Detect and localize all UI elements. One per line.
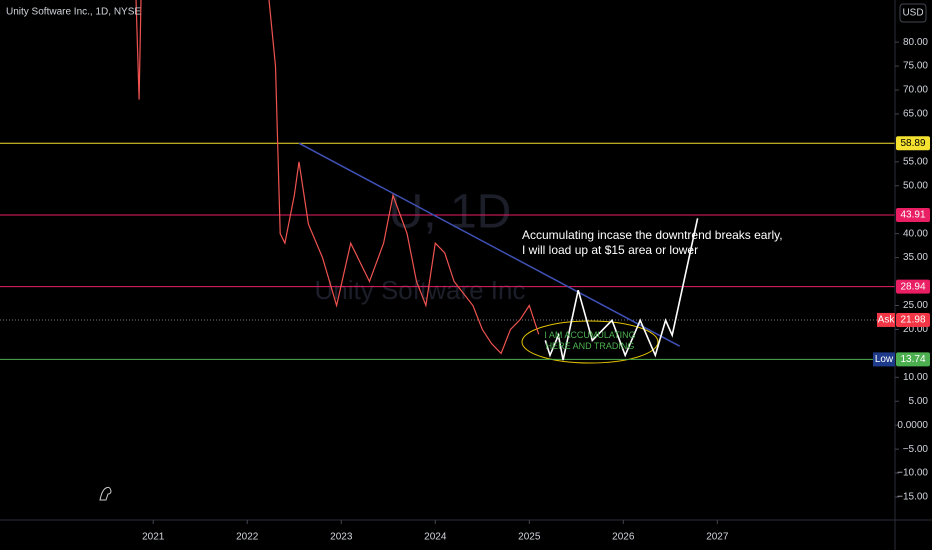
logo bbox=[99, 486, 112, 501]
level-label-bg bbox=[896, 136, 930, 151]
x-tick-label: 2025 bbox=[518, 532, 541, 543]
watermark: U, 1D bbox=[389, 186, 512, 239]
y-tick-label: 35.00 bbox=[903, 252, 928, 263]
level-label: 58.89 bbox=[900, 138, 925, 149]
x-tick-label: 2026 bbox=[612, 532, 635, 543]
y-tick-label: 20.00 bbox=[903, 324, 928, 335]
y-tick-label: −5.00 bbox=[903, 444, 929, 455]
x-tick-label: 2024 bbox=[424, 532, 447, 543]
plot-area: U, 1D Unity Software Inc I AM ACCUMULATI… bbox=[0, 0, 895, 364]
accumulation-zone bbox=[521, 320, 659, 364]
y-tick-label: 55.00 bbox=[903, 156, 928, 167]
y-tick-label: 0.0000 bbox=[897, 420, 928, 431]
y-tick-label: 65.00 bbox=[903, 109, 928, 120]
level-name: Low bbox=[875, 354, 894, 365]
currency-button[interactable] bbox=[899, 3, 927, 23]
trendline bbox=[298, 142, 681, 347]
level-label-bg bbox=[896, 279, 930, 294]
price-line bbox=[135, 0, 540, 355]
ask-label-bg bbox=[896, 312, 930, 327]
y-tick-label: −10.00 bbox=[897, 468, 928, 479]
ask-bg bbox=[877, 312, 895, 327]
y-tick-label: 40.00 bbox=[903, 228, 928, 239]
level-label: 13.74 bbox=[900, 354, 925, 365]
level-name-bg bbox=[873, 352, 895, 367]
y-tick-label: 80.00 bbox=[903, 37, 928, 48]
annotation: Accumulating incase the downtrend breaks… bbox=[522, 228, 783, 257]
x-tick-label: 2021 bbox=[142, 532, 165, 543]
x-tick-label: 2023 bbox=[330, 532, 353, 543]
projection-line bbox=[544, 218, 699, 361]
y-tick-label: 70.00 bbox=[903, 85, 928, 96]
level-label: 43.91 bbox=[900, 210, 925, 221]
y-tick-label: 50.00 bbox=[903, 180, 928, 191]
ask-label: 21.98 bbox=[900, 315, 925, 326]
ask-name: Ask bbox=[878, 315, 896, 326]
zone-text: I AM ACCUMULATING HERE AND TRADING bbox=[544, 330, 635, 351]
y-tick-label: 5.00 bbox=[909, 396, 929, 407]
x-tick-label: 2027 bbox=[706, 532, 729, 543]
x-tick-label: 2022 bbox=[236, 532, 259, 543]
y-tick-label: −15.00 bbox=[897, 492, 928, 503]
y-tick-label: 25.00 bbox=[903, 300, 928, 311]
y-tick-label: 75.00 bbox=[903, 61, 928, 72]
chart-title: Unity Software Inc., 1D, NYSE bbox=[6, 7, 141, 18]
level-label: 28.94 bbox=[900, 281, 925, 292]
level-label-bg bbox=[896, 352, 930, 367]
level-label-bg bbox=[896, 207, 930, 222]
currency[interactable]: USD bbox=[902, 8, 923, 19]
y-tick-label: 10.00 bbox=[903, 372, 928, 383]
